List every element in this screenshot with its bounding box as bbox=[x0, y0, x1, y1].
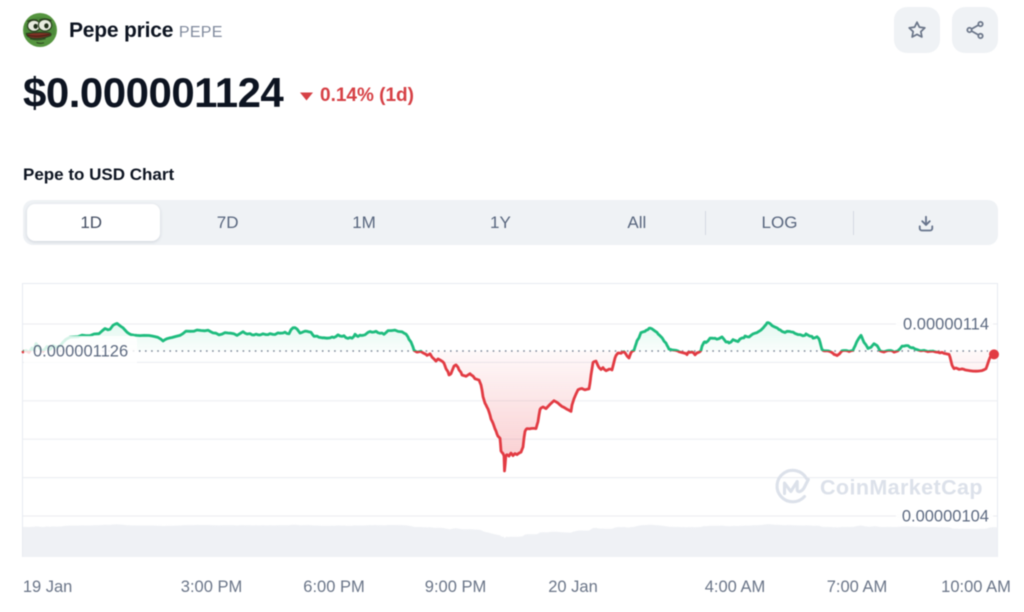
svg-text:19 Jan: 19 Jan bbox=[23, 578, 73, 596]
svg-text:0.000001126: 0.000001126 bbox=[33, 343, 128, 361]
svg-text:20 Jan: 20 Jan bbox=[548, 578, 598, 596]
svg-text:3:00 PM: 3:00 PM bbox=[181, 578, 242, 596]
svg-text:CoinMarketCap: CoinMarketCap bbox=[820, 476, 983, 500]
svg-text:0.00000114: 0.00000114 bbox=[903, 316, 989, 334]
svg-text:0.00000104: 0.00000104 bbox=[902, 508, 989, 526]
svg-text:10:00 AM: 10:00 AM bbox=[941, 578, 1011, 596]
svg-text:7:00 AM: 7:00 AM bbox=[827, 578, 888, 596]
svg-text:6:00 PM: 6:00 PM bbox=[303, 578, 364, 596]
svg-text:9:00 PM: 9:00 PM bbox=[425, 578, 486, 596]
svg-text:4:00 AM: 4:00 AM bbox=[705, 578, 766, 596]
